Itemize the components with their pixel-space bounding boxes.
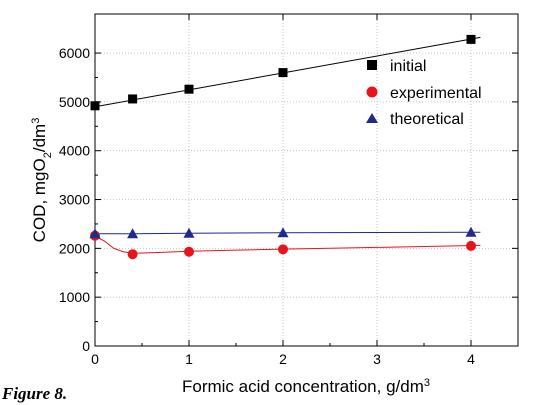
y-tick-label-1000: 1000 — [59, 289, 90, 305]
x-axis-title-sup: 3 — [424, 377, 430, 389]
x-tick-label-3: 3 — [373, 351, 381, 367]
y-axis-title: COD, mgO2/dm3 — [30, 118, 54, 243]
data-markers — [89, 34, 477, 260]
y-tick-label-3000: 3000 — [59, 192, 90, 208]
point-theoretical-1 — [127, 228, 139, 239]
point-initial-1 — [128, 94, 138, 104]
point-initial-3 — [278, 68, 288, 78]
y-tick-label-2000: 2000 — [59, 240, 90, 256]
y-axis-title-sub: 2 — [42, 152, 54, 158]
x-tick-label-0: 0 — [91, 351, 99, 367]
point-experimental-2 — [184, 246, 194, 257]
figure-caption: Figure 8. — [1, 384, 67, 403]
legend-label-initial: initial — [390, 58, 426, 75]
y-axis-title-part-2: /dm — [30, 124, 49, 152]
point-initial-0 — [90, 101, 100, 111]
x-axis-title: Formic acid concentration, g/dm3 — [182, 377, 430, 396]
y-axis-title-sup: 3 — [30, 118, 42, 124]
legend: initial experimental theoretical — [366, 58, 482, 128]
point-theoretical-3 — [277, 227, 289, 238]
x-axis-title-main: Formic acid concentration, g/dm — [182, 377, 424, 396]
x-tick-label-1: 1 — [185, 351, 193, 367]
y-tick-label-5000: 5000 — [59, 94, 90, 110]
y-tick-label-6000: 6000 — [59, 45, 90, 61]
point-initial-4 — [466, 34, 476, 44]
point-experimental-3 — [278, 244, 288, 255]
point-theoretical-4 — [465, 226, 477, 237]
grid-lines — [94, 14, 518, 347]
legend-label-theoretical: theoretical — [390, 111, 464, 128]
point-theoretical-0 — [89, 228, 101, 239]
x-tick-label-4: 4 — [467, 351, 475, 367]
plot-frame — [94, 13, 519, 347]
legend-marker-theoretical — [366, 113, 378, 123]
point-experimental-4 — [466, 240, 476, 251]
legend-label-experimental: experimental — [390, 85, 482, 102]
fit-line-theoretical — [95, 231, 481, 235]
point-experimental-1 — [127, 249, 138, 260]
fit-line-initial — [95, 36, 481, 108]
axis-ticks: 0 1 2 3 4 0 1000 2000 3000 4000 5000 6000 — [59, 14, 518, 367]
y-tick-label-0: 0 — [82, 338, 90, 354]
y-tick-label-4000: 4000 — [59, 143, 90, 159]
fit-line-experimental — [95, 235, 481, 254]
legend-marker-initial — [367, 60, 377, 70]
legend-marker-experimental — [366, 86, 378, 98]
x-tick-label-2: 2 — [279, 351, 287, 367]
point-initial-2 — [184, 84, 194, 94]
y-axis-title-part-1: COD, mgO — [30, 158, 49, 242]
point-theoretical-2 — [183, 227, 195, 238]
